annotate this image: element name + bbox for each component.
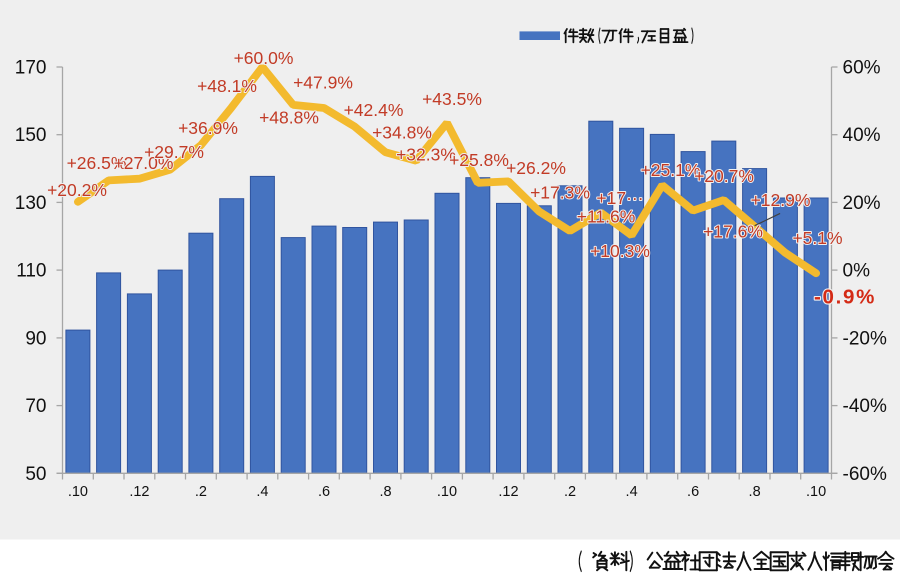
svg-text:+27.0%: +27.0% <box>114 153 174 173</box>
svg-text:+11.6%: +11.6% <box>577 207 636 227</box>
svg-text:+5.1%: +5.1% <box>792 228 842 248</box>
svg-text:.6: .6 <box>318 484 330 500</box>
svg-text:70: 70 <box>25 396 46 417</box>
svg-text:150: 150 <box>15 125 47 146</box>
svg-text:+29.7%: +29.7% <box>144 142 204 162</box>
svg-text:90: 90 <box>25 328 46 349</box>
svg-text:+43.5%: +43.5% <box>422 89 482 109</box>
svg-text:.6: .6 <box>687 484 699 500</box>
svg-text:.12: .12 <box>498 484 518 500</box>
svg-text:60%: 60% <box>843 58 881 79</box>
svg-text:-60%: -60% <box>843 464 887 485</box>
svg-text:.10: .10 <box>437 484 457 500</box>
svg-text:50: 50 <box>25 464 46 485</box>
svg-text:+26.5%: +26.5% <box>67 153 127 173</box>
svg-text:+48.8%: +48.8% <box>259 108 319 128</box>
svg-text:+36.9%: +36.9% <box>178 118 238 138</box>
svg-text:.4: .4 <box>626 484 638 500</box>
svg-text:.4: .4 <box>256 484 268 500</box>
svg-text:+32.3%: +32.3% <box>396 145 456 165</box>
svg-text:+17.3%: +17.3% <box>530 183 590 203</box>
svg-text:0%: 0% <box>843 261 871 282</box>
svg-text:.2: .2 <box>564 484 576 500</box>
svg-text:+17.6%: +17.6% <box>703 222 763 242</box>
svg-text:.8: .8 <box>749 484 761 500</box>
svg-text:.8: .8 <box>379 484 391 500</box>
svg-text:+47.9%: +47.9% <box>293 73 353 93</box>
svg-text:+26.2%: +26.2% <box>506 158 566 178</box>
svg-text:+20.2%: +20.2% <box>47 180 107 200</box>
svg-text:+25.8%: +25.8% <box>449 150 509 170</box>
svg-text:130: 130 <box>15 193 47 214</box>
svg-text:.12: .12 <box>129 484 149 500</box>
svg-text:+60.0%: +60.0% <box>234 48 294 68</box>
svg-text:40%: 40% <box>843 125 881 146</box>
svg-text:+10.3%: +10.3% <box>590 241 650 261</box>
svg-text:-20%: -20% <box>843 328 887 349</box>
svg-text:+17···: +17··· <box>596 188 643 208</box>
svg-text:+48.1%: +48.1% <box>197 76 257 96</box>
svg-text:-40%: -40% <box>843 396 887 417</box>
svg-text:20%: 20% <box>843 193 881 214</box>
svg-text:+20.7%: +20.7% <box>694 166 754 186</box>
svg-text:.2: .2 <box>195 484 207 500</box>
svg-text:.10: .10 <box>68 484 88 500</box>
svg-text:+25.1%: +25.1% <box>641 160 701 180</box>
svg-text:+34.8%: +34.8% <box>372 123 432 143</box>
svg-text:-0.9%: -0.9% <box>814 286 876 309</box>
svg-text:110: 110 <box>16 261 46 282</box>
svg-text:.10: .10 <box>806 484 826 500</box>
svg-text:+42.4%: +42.4% <box>344 100 404 120</box>
svg-text:170: 170 <box>15 58 47 79</box>
svg-text:+12.9%: +12.9% <box>751 190 811 210</box>
